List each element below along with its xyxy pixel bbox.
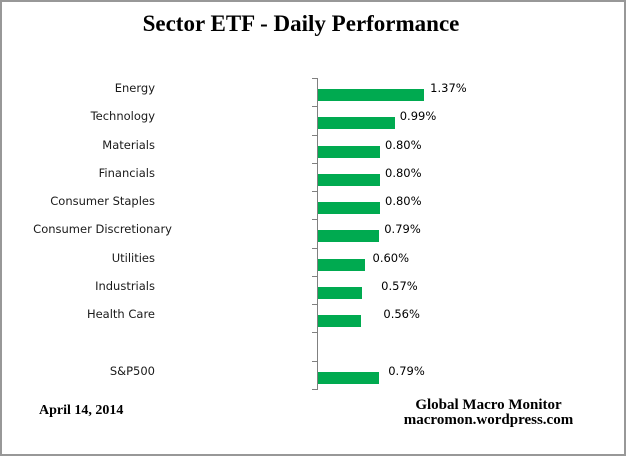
- chart-area: Energy 1.37% Technology 0.99% Materials 0.80%…: [2, 78, 624, 390]
- chart-title: Sector ETF - Daily Performance: [142, 11, 460, 36]
- bar-row: Materials 0.80%: [2, 135, 624, 163]
- bar: [318, 202, 380, 215]
- axis-tick: [312, 191, 317, 193]
- bar-row: Consumer Staples 0.80%: [2, 191, 624, 219]
- category-label: Utilities: [111, 250, 155, 265]
- value-label: 0.80%: [385, 137, 422, 152]
- axis-tick: [312, 360, 317, 362]
- bar: [318, 230, 380, 243]
- bar: [318, 371, 380, 384]
- value-label: 0.56%: [383, 307, 420, 322]
- category-axis-line: [317, 78, 318, 390]
- category-label: Financials: [98, 165, 155, 180]
- bar: [318, 89, 425, 101]
- category-label: Health Care: [86, 307, 155, 322]
- footer-source-name: Global Macro Monitor: [415, 397, 562, 413]
- value-label: 0.80%: [385, 165, 422, 180]
- value-label: 1.37%: [430, 81, 467, 95]
- category-label: Technology: [90, 109, 155, 124]
- axis-tick: [312, 78, 317, 79]
- axis-tick: [312, 134, 317, 136]
- bar: [318, 315, 362, 328]
- axis-tick: [312, 219, 317, 221]
- category-label: S&P500: [109, 363, 155, 378]
- value-label: 0.60%: [372, 250, 410, 265]
- axis-tick: [312, 304, 317, 306]
- bar-row: Health Care 0.56%: [2, 304, 624, 332]
- category-label: Consumer Staples: [50, 194, 155, 209]
- category-label: Consumer Discretionary: [33, 222, 172, 237]
- bar-row: Financials 0.80%: [2, 163, 624, 191]
- footer-source-url: macromon.wordpress.com: [403, 411, 574, 428]
- bar: [318, 258, 365, 271]
- footer-source: Global Macro Monitor macromon.wordpress.…: [401, 398, 576, 427]
- bar: [318, 286, 363, 299]
- footer-date: April 14, 2014: [39, 403, 124, 418]
- value-label: 0.79%: [388, 363, 425, 378]
- axis-tick: [312, 247, 317, 249]
- category-label: Industrials: [95, 278, 155, 293]
- axis-tick: [312, 106, 317, 108]
- bar: [318, 145, 380, 158]
- bar-row: Utilities 0.60%: [2, 248, 624, 276]
- axis-tick: [312, 162, 317, 164]
- value-label: 0.57%: [381, 278, 418, 293]
- bar-row: Technology 0.99%: [2, 106, 624, 134]
- axis-tick: [312, 388, 317, 390]
- value-label: 0.79%: [384, 222, 421, 237]
- bar-row: S&P500 0.79%: [2, 361, 624, 389]
- axis-tick: [312, 332, 317, 334]
- category-label: Energy: [114, 81, 155, 95]
- bar-row: [2, 332, 624, 360]
- category-label: Materials: [102, 137, 155, 152]
- bar-row: Energy 1.37%: [2, 78, 624, 106]
- bar-row: Consumer Discretionary 0.79%: [2, 219, 624, 247]
- axis-tick: [312, 275, 317, 277]
- bar: [318, 117, 395, 130]
- bar: [318, 173, 380, 186]
- value-label: 0.80%: [385, 194, 422, 209]
- value-label: 0.99%: [399, 109, 437, 124]
- bar-row: Industrials 0.57%: [2, 276, 624, 304]
